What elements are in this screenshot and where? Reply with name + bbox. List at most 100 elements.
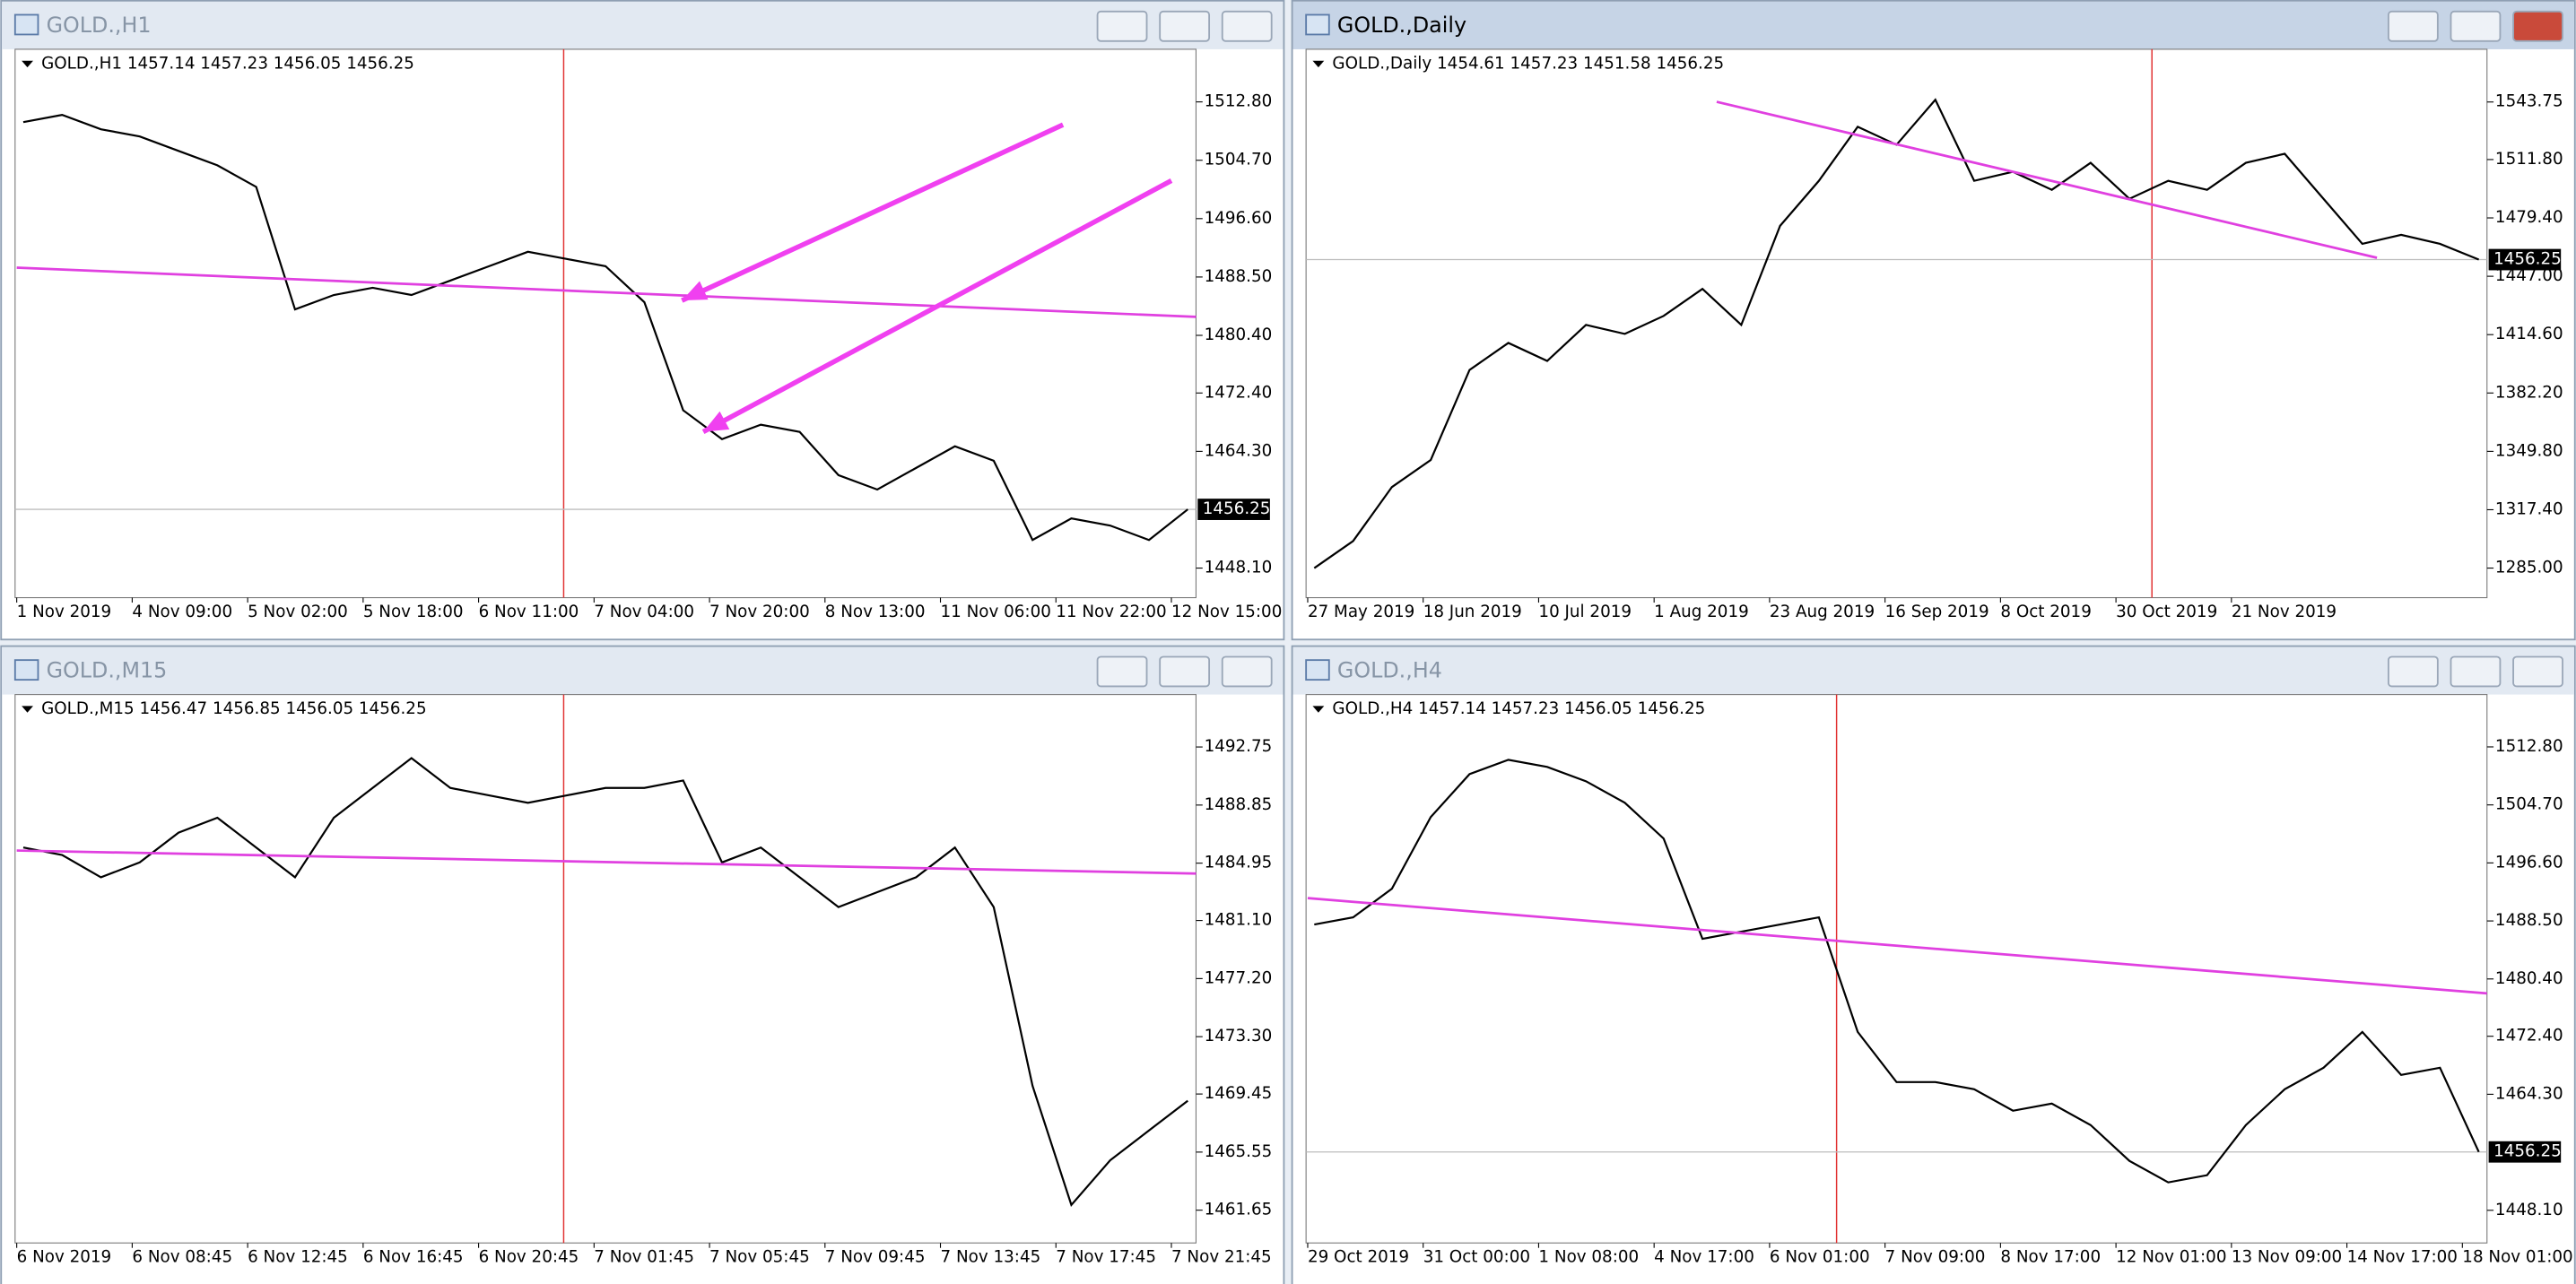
y-tick-label: 1504.70 <box>2495 795 2563 814</box>
menu-triangle <box>22 60 33 68</box>
x-tick-label: 6 Nov 08:45 <box>132 1248 232 1267</box>
y-tick-label: 1464.30 <box>2495 1084 2563 1103</box>
y-tick-label: 1317.40 <box>2495 499 2563 518</box>
x-tick-label: 7 Nov 09:45 <box>825 1248 926 1267</box>
title-bar <box>1292 1 2574 49</box>
price-label: 1456.25 <box>2493 250 2562 269</box>
x-tick-label: 12 Nov 15:00 <box>1171 603 1282 621</box>
x-tick-label: 18 Nov 01:00 <box>2462 1248 2572 1267</box>
x-tick-label: 31 Oct 00:00 <box>1423 1248 1530 1267</box>
x-tick-label: 1 Nov 08:00 <box>1538 1248 1639 1267</box>
x-tick-label: 1 Aug 2019 <box>1654 603 1749 621</box>
window-title: GOLD.,M15 <box>47 657 168 682</box>
min-button[interactable] <box>1096 655 1148 688</box>
price-label: 1456.25 <box>1203 499 1271 518</box>
arrow-head <box>703 411 730 432</box>
y-tick-label: 1484.95 <box>1205 854 1273 872</box>
trend-line <box>16 266 1197 318</box>
x-tick-label: 12 Nov 01:00 <box>2116 1248 2226 1267</box>
x-tick-label: 8 Nov 17:00 <box>2000 1248 2101 1267</box>
y-tick-label: 1414.60 <box>2495 325 2563 343</box>
x-tick-label: 7 Nov 21:45 <box>1171 1248 1272 1267</box>
y-tick-label: 1492.75 <box>1205 737 1273 756</box>
y-tick-label: 1488.85 <box>1205 795 1273 814</box>
trend-line <box>16 849 1197 875</box>
max-button[interactable] <box>2450 655 2502 688</box>
menu-triangle <box>22 706 33 713</box>
min-button[interactable] <box>2387 10 2439 42</box>
min-button[interactable] <box>2387 655 2439 688</box>
max-button[interactable] <box>1159 10 1211 42</box>
y-tick-label: 1488.50 <box>2495 911 2563 930</box>
y-tick-label: 1448.10 <box>1205 559 1273 577</box>
x-tick-label: 6 Nov 11:00 <box>479 603 579 621</box>
y-tick-label: 1473.30 <box>1205 1027 1273 1045</box>
x-tick-label: 16 Sep 2019 <box>1885 603 1989 621</box>
y-tick-label: 1349.80 <box>2495 441 2563 460</box>
menu-triangle <box>1312 60 1325 68</box>
window-icon <box>1305 659 1330 681</box>
window-title: GOLD.,H1 <box>47 13 152 38</box>
price-label: 1456.25 <box>2493 1142 2562 1161</box>
x-tick-label: 7 Nov 09:00 <box>1885 1248 1986 1267</box>
chart-info: GOLD.,H1 1457.14 1457.23 1456.05 1456.25 <box>41 54 414 73</box>
y-tick-label: 1511.80 <box>2495 150 2563 169</box>
x-tick-label: 5 Nov 18:00 <box>363 603 464 621</box>
x-tick-label: 14 Nov 17:00 <box>2347 1248 2458 1267</box>
y-tick-label: 1464.30 <box>1205 441 1273 460</box>
y-tick-label: 1461.65 <box>1205 1201 1273 1219</box>
price-series <box>1314 759 2480 1184</box>
menu-triangle <box>1312 706 1325 713</box>
window-title: GOLD.,Daily <box>1337 13 1466 38</box>
x-tick-label: 6 Nov 20:45 <box>479 1248 579 1267</box>
x-tick-label: 7 Nov 05:45 <box>709 1248 810 1267</box>
min-button[interactable] <box>1096 10 1148 42</box>
x-tick-label: 29 Oct 2019 <box>1308 1248 1409 1267</box>
x-tick-label: 21 Nov 2019 <box>2232 603 2337 621</box>
price-series <box>22 757 1188 1208</box>
close-button[interactable] <box>2512 10 2563 42</box>
max-button[interactable] <box>2450 10 2502 42</box>
x-tick-label: 4 Nov 09:00 <box>132 603 232 621</box>
x-tick-label: 7 Nov 04:00 <box>594 603 694 621</box>
trend-line <box>1716 100 2378 259</box>
chart-area <box>14 48 1197 599</box>
y-tick-label: 1512.80 <box>2495 737 2563 756</box>
close-button[interactable] <box>2512 655 2563 688</box>
y-tick-label: 1481.10 <box>1205 911 1273 930</box>
y-tick-label: 1496.60 <box>2495 853 2563 872</box>
close-button[interactable] <box>1221 655 1273 688</box>
x-tick-label: 11 Nov 06:00 <box>941 603 1051 621</box>
y-tick-label: 1479.40 <box>2495 208 2563 227</box>
x-tick-label: 6 Nov 12:45 <box>248 1248 348 1267</box>
chart-area <box>14 694 1197 1244</box>
window-icon <box>13 659 39 681</box>
y-tick-label: 1448.10 <box>2495 1201 2563 1219</box>
y-tick-label: 1477.20 <box>1205 968 1273 987</box>
close-button[interactable] <box>1221 10 1273 42</box>
x-tick-label: 5 Nov 02:00 <box>248 603 348 621</box>
y-tick-label: 1504.70 <box>1205 151 1273 169</box>
y-tick-label: 1512.80 <box>1205 92 1273 111</box>
y-tick-label: 1480.40 <box>2495 969 2563 988</box>
x-tick-label: 6 Nov 2019 <box>17 1248 112 1267</box>
max-button[interactable] <box>1159 655 1211 688</box>
arrow-line <box>681 122 1065 303</box>
x-tick-label: 30 Oct 2019 <box>2116 603 2217 621</box>
price-badge <box>2488 248 2562 271</box>
window-icon <box>1305 13 1330 36</box>
chart-info: GOLD.,Daily 1454.61 1457.23 1451.58 1456… <box>1332 54 1724 73</box>
x-tick-label: 8 Nov 13:00 <box>825 603 926 621</box>
chart-info: GOLD.,M15 1456.47 1456.85 1456.05 1456.2… <box>41 699 426 718</box>
y-tick-label: 1382.20 <box>2495 383 2563 402</box>
x-tick-label: 27 May 2019 <box>1308 603 1414 621</box>
y-tick-label: 1472.40 <box>1205 383 1273 402</box>
y-tick-label: 1469.45 <box>1205 1084 1273 1103</box>
window-icon <box>13 13 39 36</box>
y-tick-label: 1543.75 <box>2495 92 2563 111</box>
x-tick-label: 1 Nov 2019 <box>17 603 112 621</box>
y-tick-label: 1447.00 <box>2495 266 2563 285</box>
price-series <box>22 113 1188 542</box>
y-tick-label: 1480.40 <box>1205 325 1273 344</box>
